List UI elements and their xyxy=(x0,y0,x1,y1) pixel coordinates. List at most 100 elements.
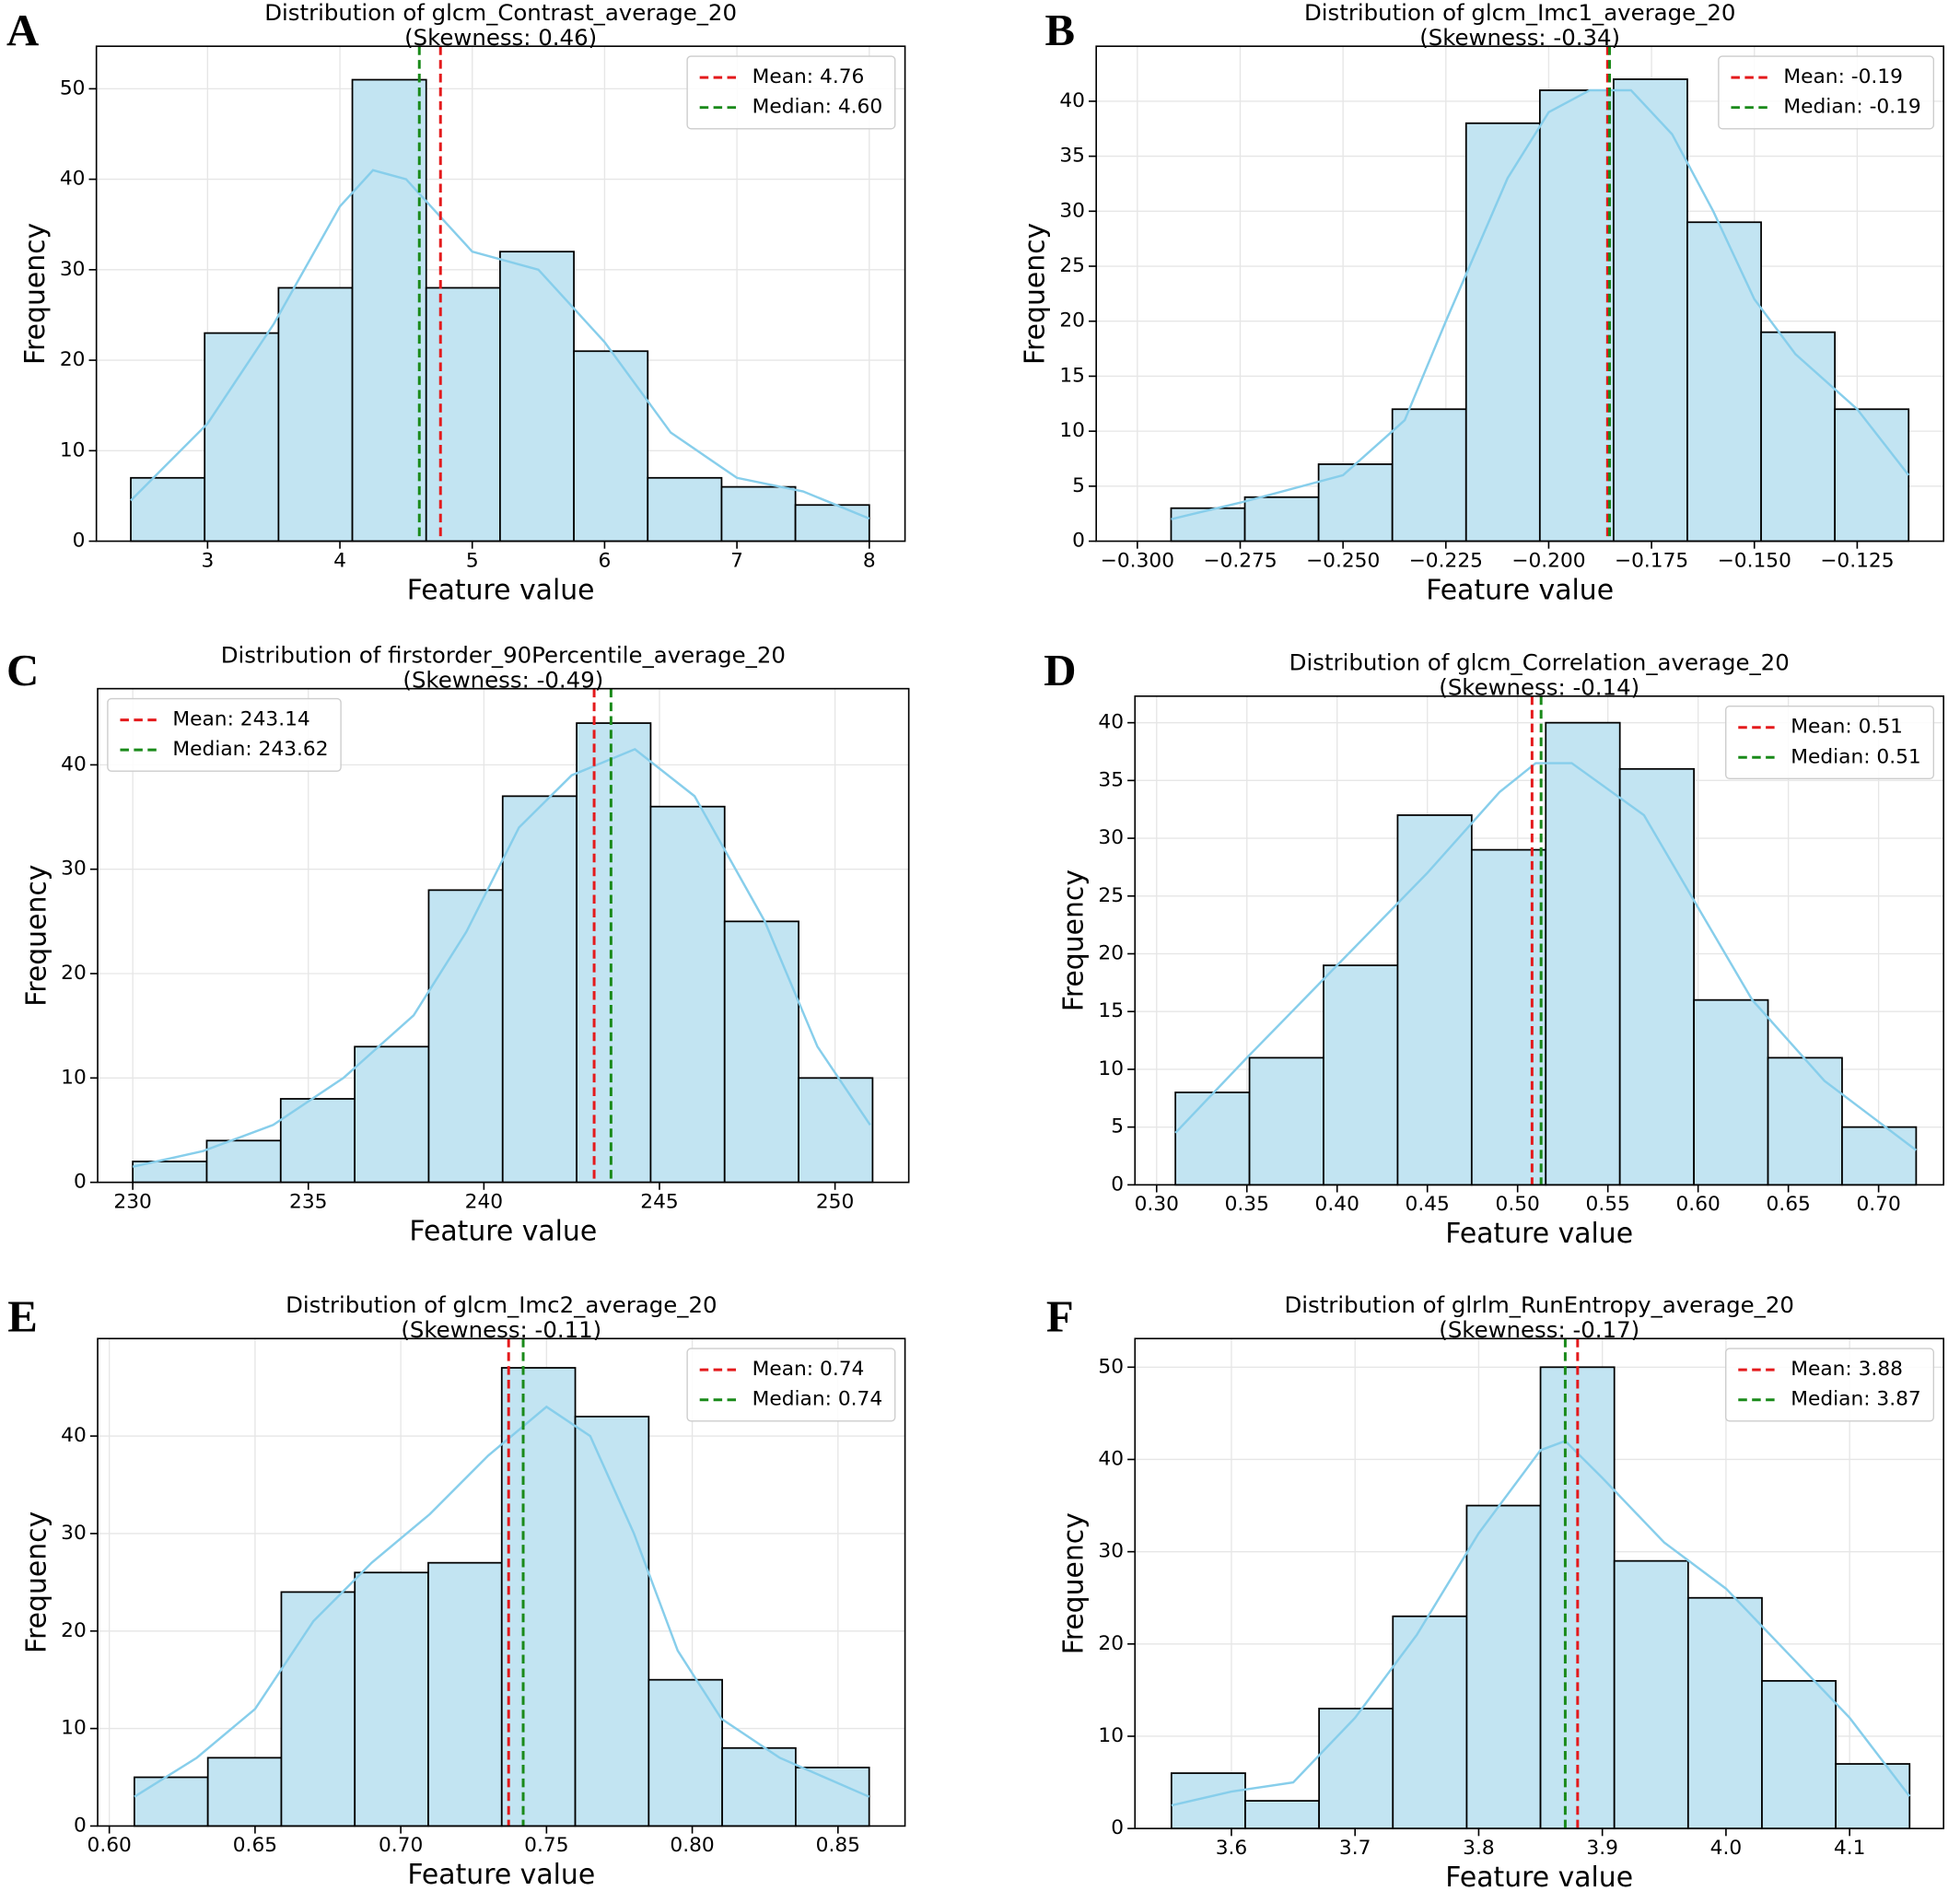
x-tick-label: 3 xyxy=(201,549,214,572)
x-tick-label: 4 xyxy=(333,549,346,572)
bar xyxy=(1686,221,1762,543)
x-tick-label: −0.250 xyxy=(1306,549,1380,572)
legend-label: Mean: 0.74 xyxy=(752,1358,865,1381)
x-tick-label: 0.60 xyxy=(1675,1193,1720,1216)
x-tick-label: 250 xyxy=(816,1190,854,1213)
y-tick-label: 30 xyxy=(1098,826,1124,849)
y-tick-label: 40 xyxy=(61,1424,87,1447)
legend-label: Mean: 4.76 xyxy=(752,65,865,88)
y-tick-label: 5 xyxy=(1072,474,1085,497)
x-axis-label: Feature value xyxy=(1445,1218,1633,1250)
axes-frame xyxy=(97,687,910,1184)
kde-line xyxy=(132,747,871,1168)
axes-frame xyxy=(95,45,906,543)
bar xyxy=(1834,408,1910,543)
legend: Mean: 3.88 Median: 3.87 xyxy=(1725,1348,1934,1422)
x-tick-label: 0.30 xyxy=(1135,1193,1179,1216)
kde-line xyxy=(134,1405,870,1798)
y-tick-label: 35 xyxy=(1059,145,1085,168)
bar xyxy=(1170,1772,1246,1830)
y-tick-label: 5 xyxy=(1111,1115,1124,1138)
panel-letter: F xyxy=(1046,1290,1074,1341)
bar xyxy=(1174,1091,1251,1186)
panel-0: A Distribution of glcm_Contrast_average_2… xyxy=(6,0,906,606)
bar xyxy=(1396,814,1473,1186)
legend: Mean: -0.19 Median: -0.19 xyxy=(1718,55,1934,130)
axes-frame xyxy=(1134,1337,1944,1829)
bar xyxy=(1318,1708,1394,1830)
bar xyxy=(501,795,578,1184)
y-tick-label: 50 xyxy=(1098,1355,1124,1378)
bar xyxy=(1465,1504,1542,1830)
chart-title: Distribution of glrlm_RunEntropy_average… xyxy=(1284,1291,1794,1318)
y-tick-label: 15 xyxy=(1059,364,1085,387)
y-tick-label: 10 xyxy=(1059,419,1085,442)
legend-label: Mean: -0.19 xyxy=(1783,65,1903,88)
legend-box xyxy=(1718,55,1934,130)
y-axis-label: Frequency xyxy=(20,1512,52,1653)
y-tick-label: 0 xyxy=(1111,1173,1124,1196)
bar xyxy=(1545,721,1621,1186)
legend-label: Mean: 0.51 xyxy=(1791,716,1903,739)
x-tick-label: 0.35 xyxy=(1225,1193,1269,1216)
x-tick-label: 5 xyxy=(466,549,479,572)
bar xyxy=(1835,1763,1911,1830)
legend-label: Median: -0.19 xyxy=(1783,96,1920,119)
bar xyxy=(206,1757,283,1827)
legend-box xyxy=(686,55,896,130)
x-tick-label: 0.75 xyxy=(524,1834,568,1857)
bar xyxy=(574,1416,650,1827)
x-tick-label: 7 xyxy=(730,549,743,572)
bar xyxy=(573,350,649,543)
panel-letter: E xyxy=(7,1290,38,1341)
bar xyxy=(1317,463,1394,543)
y-axis-label: Frequency xyxy=(19,223,52,365)
y-axis-label: Frequency xyxy=(1020,223,1052,365)
legend-label: Mean: 243.14 xyxy=(172,708,309,731)
x-tick-label: 4.0 xyxy=(1710,1837,1743,1860)
y-tick-label: 20 xyxy=(1098,941,1124,964)
y-tick-label: 10 xyxy=(61,1066,87,1089)
legend-box xyxy=(107,697,342,772)
y-tick-label: 50 xyxy=(60,76,86,99)
x-axis-label: Feature value xyxy=(409,1215,597,1247)
y-tick-label: 40 xyxy=(1098,1447,1124,1470)
x-tick-label: 3.8 xyxy=(1463,1837,1495,1860)
bar xyxy=(427,889,504,1184)
bar xyxy=(576,722,652,1184)
legend: Mean: 243.14 Median: 243.62 xyxy=(107,697,342,772)
kde-line xyxy=(130,169,870,520)
bar xyxy=(1841,1126,1918,1186)
x-tick-label: −0.300 xyxy=(1101,549,1174,572)
x-tick-label: −0.200 xyxy=(1511,549,1585,572)
bar xyxy=(500,1367,577,1827)
bar xyxy=(795,1767,870,1827)
panel-letter: C xyxy=(6,645,39,695)
x-tick-label: 0.40 xyxy=(1315,1193,1359,1216)
y-tick-label: 40 xyxy=(1098,711,1124,734)
x-tick-label: 8 xyxy=(863,549,876,572)
kde-line xyxy=(1171,88,1910,520)
bar xyxy=(1538,89,1615,543)
bar xyxy=(720,485,797,543)
x-tick-label: 0.70 xyxy=(379,1834,423,1857)
legend-box xyxy=(1725,1348,1934,1422)
bar xyxy=(798,1077,874,1184)
bar xyxy=(1613,1559,1689,1830)
bar xyxy=(1391,408,1467,543)
bar xyxy=(648,1678,723,1827)
bar xyxy=(1761,1679,1838,1830)
y-tick-label: 25 xyxy=(1059,254,1085,277)
bar xyxy=(1613,78,1688,543)
bar xyxy=(354,1045,430,1184)
panel-2: C Distribution of firstorder_90Percentile… xyxy=(6,641,910,1247)
legend: Mean: 0.74 Median: 0.74 xyxy=(686,1348,896,1422)
legend-label: Mean: 3.88 xyxy=(1791,1358,1903,1381)
panel-1: B Distribution of glcm_Imc1_average_20(Sk… xyxy=(1020,0,1944,606)
x-axis-label: Feature value xyxy=(1426,574,1614,606)
y-tick-label: 30 xyxy=(60,258,86,281)
bar xyxy=(1760,331,1837,543)
x-tick-label: −0.175 xyxy=(1615,549,1688,572)
axes-frame xyxy=(1095,45,1944,543)
